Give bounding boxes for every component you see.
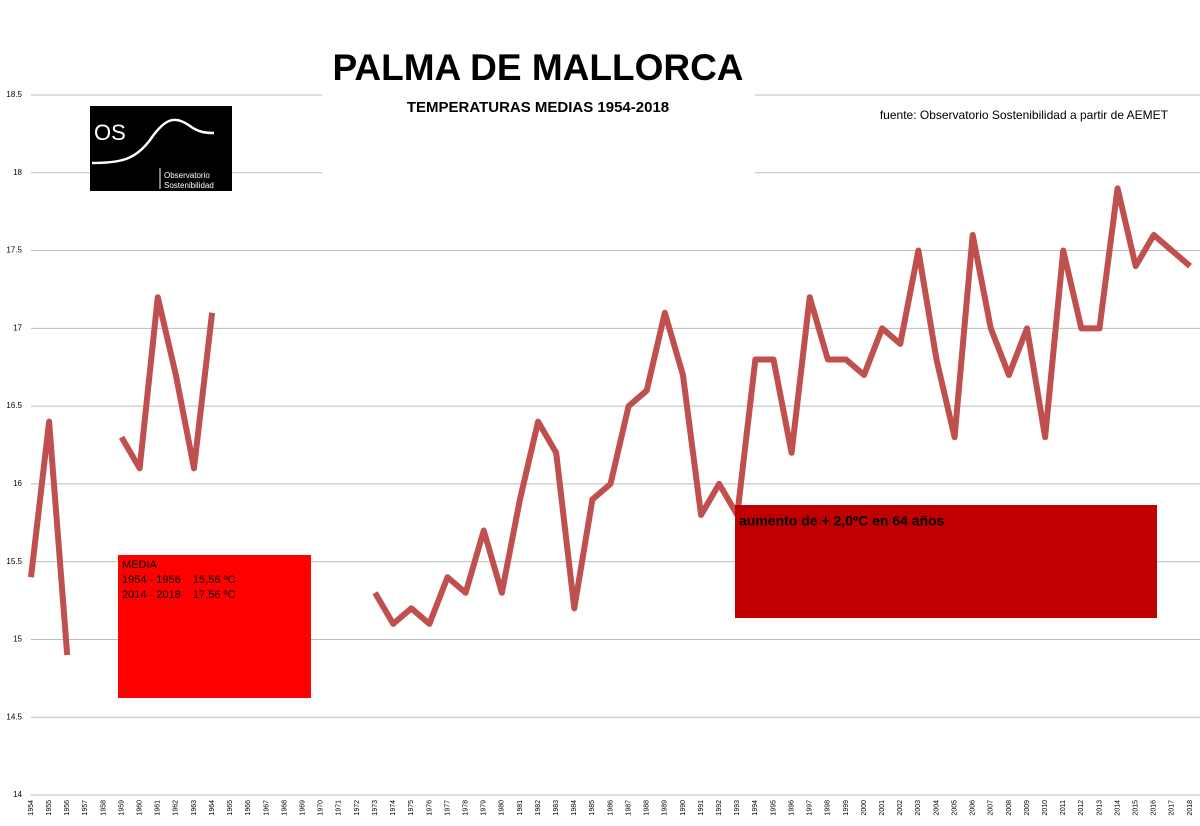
x-tick-label: 2013 — [1096, 800, 1103, 816]
x-tick-label: 1991 — [698, 800, 705, 816]
y-tick-label: 18 — [13, 168, 22, 177]
logo-box — [90, 106, 232, 191]
x-tick-label: 2008 — [1006, 800, 1013, 816]
x-tick-label: 2011 — [1060, 800, 1067, 815]
x-tick-label: 1992 — [716, 800, 723, 816]
x-tick-label: 2010 — [1042, 800, 1049, 816]
y-tick-label: 15 — [13, 635, 22, 644]
x-tick-label: 1957 — [82, 800, 89, 816]
x-tick-label: 1965 — [227, 800, 234, 816]
x-tick-label: 1963 — [191, 800, 198, 816]
x-tick-label: 1973 — [372, 800, 379, 816]
y-tick-label: 17.5 — [6, 246, 22, 255]
x-tick-label: 1989 — [662, 800, 669, 816]
logo: OS Observatorio Sostenibilidad — [90, 106, 232, 191]
x-tick-label: 1967 — [263, 800, 270, 816]
x-tick-label: 1986 — [607, 800, 614, 816]
x-tick-label: 1961 — [155, 800, 162, 816]
x-tick-label: 1974 — [390, 800, 397, 816]
x-tick-label: 1960 — [137, 800, 144, 816]
x-tick-label: 1982 — [535, 800, 542, 816]
data-line — [28, 185, 1192, 656]
x-tick-label: 2017 — [1169, 800, 1176, 816]
x-tick-label: 2009 — [1024, 800, 1031, 816]
chart-subtitle: TEMPERATURAS MEDIAS 1954-2018 — [407, 99, 669, 116]
x-tick-label: 1956 — [64, 800, 71, 816]
x-tick-label: 2001 — [879, 800, 886, 816]
x-tick-label: 1997 — [807, 800, 814, 816]
x-tick-label: 1983 — [553, 800, 560, 816]
x-tick-label: 2006 — [970, 800, 977, 816]
x-tick-label: 1959 — [118, 800, 125, 816]
source-backdrop — [855, 100, 1200, 170]
logo-name: Observatorio — [164, 171, 210, 180]
logo-name: Sostenibilidad — [164, 181, 214, 190]
annotation-text: 2014 - 2018 17,56 ºC — [122, 589, 236, 601]
x-tick-label: 1996 — [788, 800, 795, 816]
x-tick-label: 1985 — [589, 800, 596, 816]
x-tick-label: 1984 — [571, 800, 578, 816]
x-tick-label: 1976 — [426, 800, 433, 816]
y-tick-label: 16 — [13, 479, 22, 488]
annotation-text: 1954 - 1956 15,56 ºC — [122, 574, 236, 586]
logo-curve — [91, 118, 215, 165]
x-tick-label: 1954 — [28, 800, 35, 816]
x-tick-label: 1980 — [499, 800, 506, 816]
y-tick-label: 18.5 — [6, 90, 22, 99]
x-tick-label: 1999 — [843, 800, 850, 816]
x-tick-label: 2005 — [951, 800, 958, 816]
x-tick-label: 2004 — [933, 800, 940, 816]
x-tick-label: 1968 — [281, 800, 288, 816]
chart-title: PALMA DE MALLORCA — [332, 47, 743, 88]
x-tick-label: 1971 — [336, 800, 343, 816]
y-tick-label: 16.5 — [6, 401, 22, 410]
x-tick-label: 2012 — [1078, 800, 1085, 816]
x-tick-label: 1964 — [209, 800, 216, 816]
x-tick-label: 1995 — [770, 800, 777, 816]
annotation-text: MEDIA — [122, 559, 158, 571]
source-note: fuente: Observatorio Sostenibilidad a pa… — [880, 108, 1169, 122]
y-tick-label: 15.5 — [6, 557, 22, 566]
x-tick-label: 1998 — [825, 800, 832, 816]
x-tick-label: 1977 — [444, 800, 451, 816]
plot: 1954 1955 1956 1957 1958 1959 1960 1961 1962 1963… — [28, 185, 1194, 816]
x-tick-label: 1955 — [46, 800, 53, 816]
x-tick-label: 1990 — [680, 800, 687, 816]
x-tick-label: 1979 — [481, 800, 488, 816]
x-tick-label: 2002 — [897, 800, 904, 816]
x-tick-label: 1969 — [299, 800, 306, 816]
x-tick-label: 2018 — [1187, 800, 1194, 816]
x-tick-label: 1987 — [625, 800, 632, 816]
x-tick-label: 1970 — [318, 800, 325, 816]
x-tick-label: 1958 — [100, 800, 107, 816]
x-tick-label: 2003 — [915, 800, 922, 816]
x-tick-label: 1981 — [517, 800, 524, 816]
x-tick-label: 2014 — [1114, 800, 1121, 816]
x-tick-label: 1975 — [408, 800, 415, 816]
x-tick-label: 2007 — [988, 800, 995, 816]
x-tick-label: 1966 — [245, 800, 252, 816]
x-tick-label: 1972 — [354, 800, 361, 816]
x-tick-label: 2000 — [861, 800, 868, 816]
annotation-text: aumento de + 2,0ºC en 64 años — [739, 513, 945, 529]
x-tick-label: 1978 — [462, 800, 469, 816]
x-tick-label: 2016 — [1151, 800, 1158, 816]
annotation-box — [118, 555, 311, 698]
x-tick-label: 2015 — [1133, 800, 1140, 816]
x-tick-label: 1988 — [644, 800, 651, 816]
x-tick-label: 1993 — [734, 800, 741, 816]
logo-mark: OS — [94, 120, 126, 145]
annotation-box — [735, 505, 1157, 618]
x-tick-label: 1962 — [173, 800, 180, 816]
title-backdrop — [322, 40, 755, 175]
x-tick-label: 1994 — [752, 800, 759, 816]
y-tick-label: 17 — [13, 323, 22, 332]
y-tick-label: 14.5 — [6, 712, 22, 721]
y-tick-label: 14 — [13, 790, 22, 799]
